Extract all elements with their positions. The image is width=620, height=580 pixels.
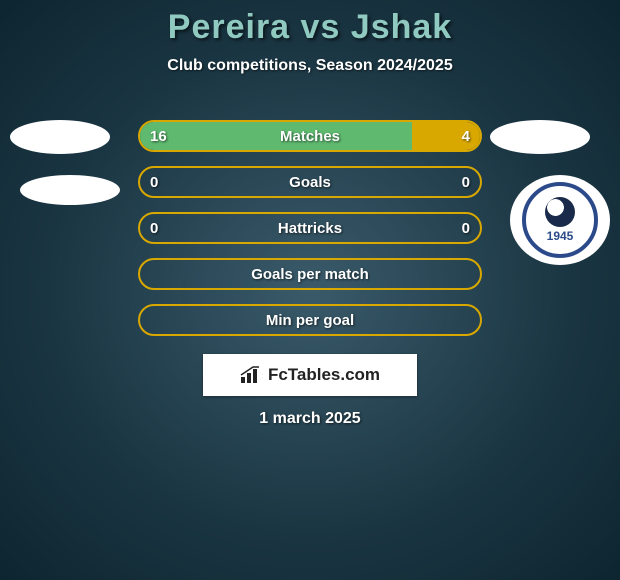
team2-crest: 1945 bbox=[522, 182, 598, 258]
stats-bars: 164Matches 00Goals 00Hattricks Goals per ma… bbox=[138, 120, 482, 350]
team1-logo-1 bbox=[10, 120, 110, 154]
bar-label: Matches bbox=[140, 128, 480, 145]
bar-label: Goals bbox=[140, 174, 480, 191]
soccer-ball-icon bbox=[545, 197, 575, 227]
team2-logo-1 bbox=[490, 120, 590, 154]
stat-bar-row: 00Hattricks bbox=[138, 212, 482, 244]
bar-chart-icon bbox=[240, 366, 262, 384]
stat-bar-row: 00Goals bbox=[138, 166, 482, 198]
team1-logo-2 bbox=[20, 175, 120, 205]
page-subtitle: Club competitions, Season 2024/2025 bbox=[0, 57, 620, 75]
team2-logo-2: 1945 bbox=[510, 175, 610, 265]
stat-bar-row: Goals per match bbox=[138, 258, 482, 290]
bar-label: Hattricks bbox=[140, 220, 480, 237]
page-title: Pereira vs Jshak bbox=[0, 0, 620, 47]
watermark: FcTables.com bbox=[203, 354, 417, 396]
watermark-text: FcTables.com bbox=[268, 365, 380, 385]
stat-bar-row: Min per goal bbox=[138, 304, 482, 336]
stat-bar-row: 164Matches bbox=[138, 120, 482, 152]
date-label: 1 march 2025 bbox=[0, 410, 620, 428]
crest-year: 1945 bbox=[547, 229, 574, 243]
bar-label: Min per goal bbox=[140, 312, 480, 329]
bar-label: Goals per match bbox=[140, 266, 480, 283]
